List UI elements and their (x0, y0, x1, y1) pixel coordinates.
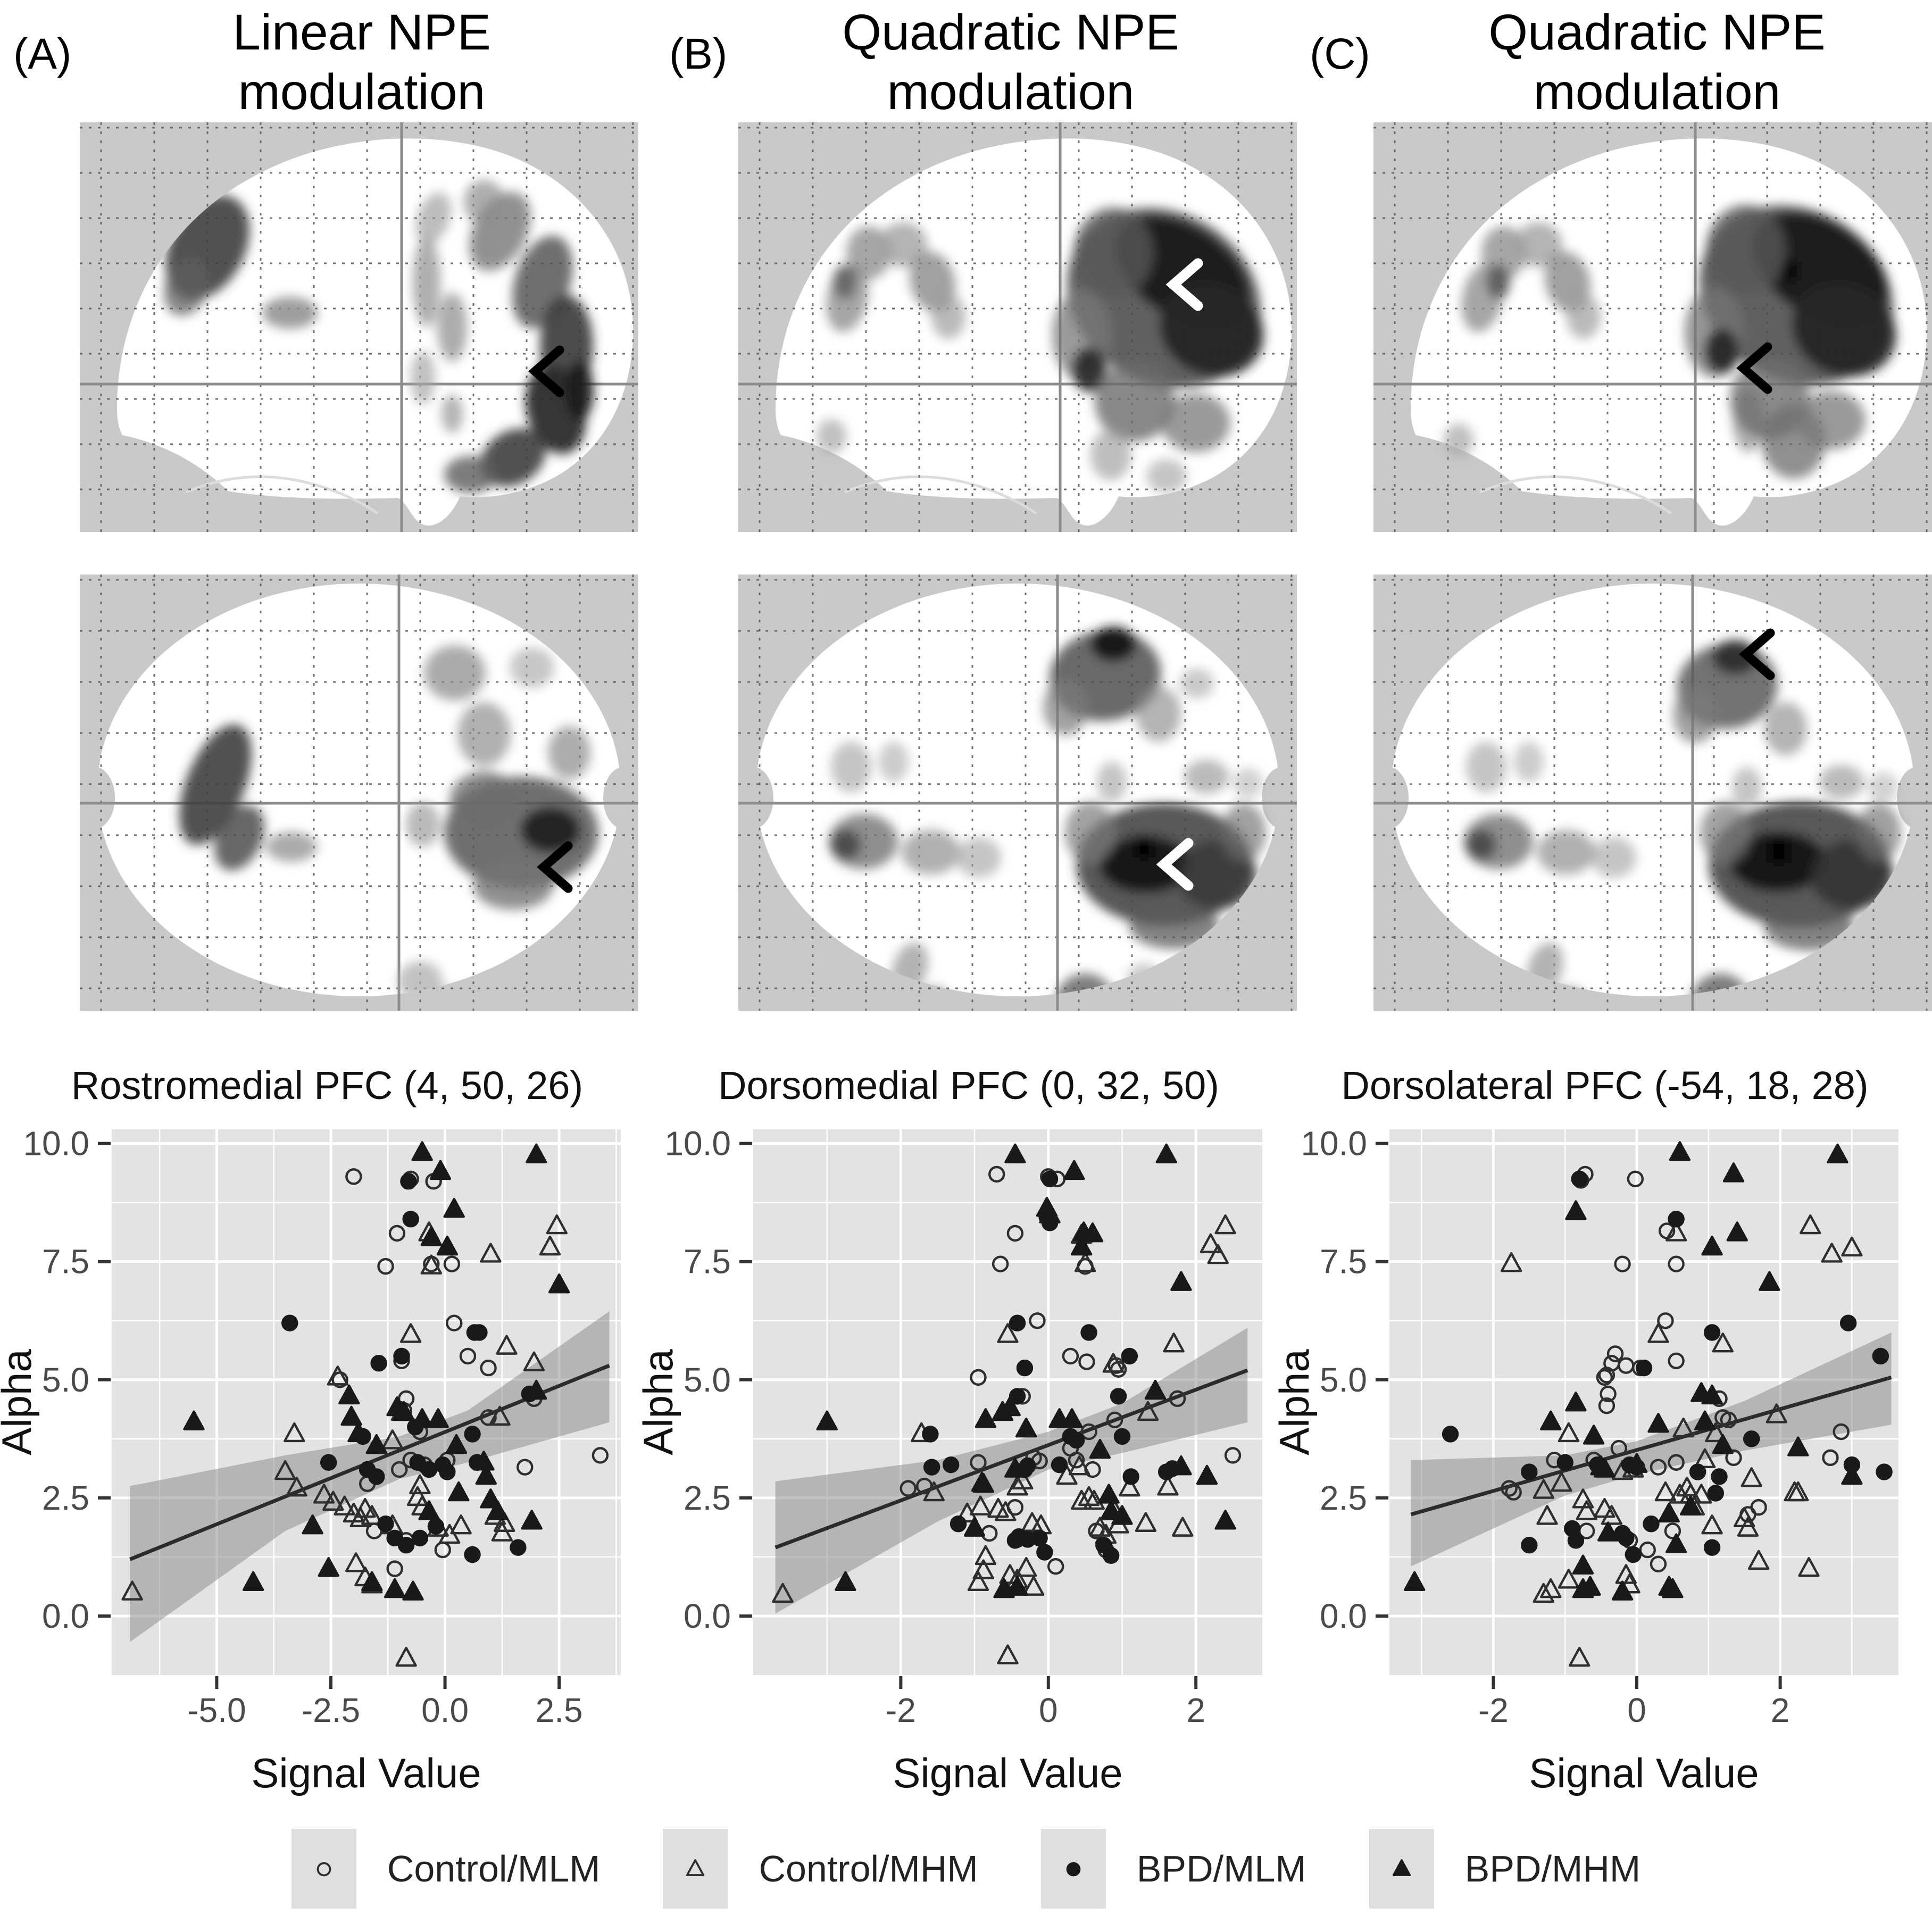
scatter-plot-rostromedial: -5.0 -2.5 0.0 2.5 0.0 2.5 5.0 7.5 10.0 Signal Val… (0, 1125, 621, 1796)
svg-text:0.0: 0.0 (684, 1597, 731, 1635)
svg-text:7.5: 7.5 (684, 1243, 731, 1281)
activation-blobs (163, 180, 594, 493)
cerebellum-outline (186, 475, 379, 515)
panel-label-a: (A) (13, 30, 72, 78)
glass-brain-b-axial (738, 574, 1297, 1011)
svg-text:-5.0: -5.0 (187, 1691, 246, 1729)
svg-text:7.5: 7.5 (1320, 1243, 1367, 1281)
legend-label: BPD/MLM (1136, 1848, 1306, 1889)
legend: Control/MLM Control/MHM BPD/MLM BPD/MHM (0, 1829, 1932, 1909)
scatter-title-dorsolateral: Dorsolateral PFC (-54, 18, 28) (1341, 1063, 1869, 1108)
svg-text:Signal Value: Signal Value (251, 1750, 481, 1796)
peak-marker-chevron (1156, 838, 1194, 891)
svg-text:2.5: 2.5 (42, 1479, 89, 1517)
panel-title-c: Quadratic NPE modulation (1488, 4, 1826, 121)
legend-label: BPD/MHM (1464, 1848, 1641, 1889)
circle-open-icon (291, 1829, 356, 1909)
svg-text:-2.5: -2.5 (302, 1691, 360, 1729)
legend-item-control-mhm: Control/MHM (663, 1829, 978, 1909)
legend-item-bpd-mhm: BPD/MHM (1369, 1829, 1641, 1909)
peak-marker-chevron (528, 345, 564, 397)
activation-blobs (1444, 205, 1896, 479)
brain-grid (738, 574, 1297, 1011)
svg-text:0.0: 0.0 (42, 1597, 89, 1635)
svg-text:2.5: 2.5 (684, 1479, 731, 1517)
svg-text:0: 0 (1039, 1691, 1058, 1729)
svg-text:2: 2 (1771, 1691, 1790, 1729)
svg-text:-2: -2 (1478, 1691, 1509, 1729)
scatter-plot-dorsomedial: -2 0 2 0.0 2.5 5.0 7.5 10.0 Signal Value Alpha (642, 1125, 1262, 1796)
svg-text:10.0: 10.0 (1301, 1125, 1367, 1163)
panel-label-b: (B) (669, 30, 728, 78)
panel-label-c: (C) (1310, 30, 1370, 78)
svg-text:-2: -2 (886, 1691, 916, 1729)
glass-brain-c-axial (1373, 574, 1932, 1011)
glass-brain-b-sagittal (738, 122, 1297, 532)
triangle-filled-icon (1369, 1829, 1434, 1909)
svg-text:0.0: 0.0 (421, 1691, 469, 1729)
scatter-plot-dorsolateral: -2 0 2 0.0 2.5 5.0 7.5 10.0 Signal Value Alpha (1278, 1125, 1898, 1796)
svg-text:10.0: 10.0 (23, 1125, 89, 1163)
panel-title-a: Linear NPE modulation (232, 4, 491, 121)
panel-title-b: Quadratic NPE modulation (842, 4, 1179, 121)
scatter-title-dorsomedial: Dorsomedial PFC (0, 32, 50) (718, 1063, 1219, 1108)
legend-item-bpd-mlm: BPD/MLM (1040, 1829, 1306, 1909)
svg-text:7.5: 7.5 (42, 1243, 89, 1281)
svg-text:5.0: 5.0 (1320, 1361, 1367, 1399)
peak-marker-chevron (1165, 258, 1203, 311)
svg-text:Signal Value: Signal Value (893, 1750, 1122, 1796)
legend-label: Control/MHM (759, 1848, 978, 1889)
svg-text:Alpha: Alpha (642, 1349, 681, 1455)
svg-text:2: 2 (1186, 1691, 1205, 1729)
cerebellum-outline (844, 475, 1037, 515)
peak-marker-chevron (537, 841, 573, 893)
svg-text:Alpha: Alpha (0, 1349, 40, 1455)
scatter-title-rostromedial: Rostromedial PFC (4, 50, 26) (71, 1063, 584, 1108)
triangle-open-icon (663, 1829, 728, 1909)
svg-text:Signal Value: Signal Value (1529, 1750, 1759, 1796)
circle-filled-icon (1040, 1829, 1106, 1909)
cerebellum-outline (1479, 475, 1672, 515)
glass-brain-a-axial (80, 574, 638, 1011)
peak-marker-chevron (1739, 628, 1775, 680)
activation-blobs (817, 207, 1264, 493)
svg-text:Alpha: Alpha (1278, 1349, 1318, 1455)
svg-text:0: 0 (1627, 1691, 1646, 1729)
peak-marker-chevron (1736, 342, 1772, 394)
activation-blobs (829, 627, 1266, 996)
activation-blobs (1464, 640, 1901, 996)
svg-text:0.0: 0.0 (1320, 1597, 1367, 1635)
svg-text:10.0: 10.0 (664, 1125, 731, 1163)
glass-brain-a-sagittal (80, 122, 638, 532)
legend-item-control-mlm: Control/MLM (291, 1829, 601, 1909)
svg-text:2.5: 2.5 (536, 1691, 583, 1729)
svg-text:2.5: 2.5 (1320, 1479, 1367, 1517)
legend-label: Control/MLM (387, 1848, 601, 1889)
glass-brain-c-sagittal (1373, 122, 1932, 532)
svg-text:5.0: 5.0 (42, 1361, 89, 1399)
svg-text:5.0: 5.0 (684, 1361, 731, 1399)
